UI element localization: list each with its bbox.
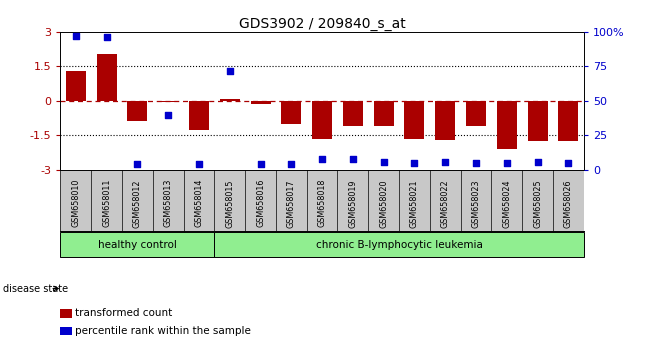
Text: GSM658025: GSM658025 [533, 179, 542, 228]
Text: chronic B-lymphocytic leukemia: chronic B-lymphocytic leukemia [315, 240, 482, 250]
Text: GSM658015: GSM658015 [225, 179, 234, 228]
Text: healthy control: healthy control [98, 240, 176, 250]
Point [255, 162, 266, 167]
Text: GSM658026: GSM658026 [564, 179, 573, 228]
Text: GSM658020: GSM658020 [379, 179, 388, 228]
Text: GSM658016: GSM658016 [256, 179, 265, 228]
Text: disease state: disease state [3, 284, 68, 293]
Bar [214, 232, 584, 257]
Title: GDS3902 / 209840_s_at: GDS3902 / 209840_s_at [239, 17, 405, 31]
Point [101, 35, 112, 40]
Bar [374, 101, 394, 126]
Bar [66, 71, 86, 101]
Bar [189, 101, 209, 130]
Text: transformed count: transformed count [75, 308, 172, 318]
Text: GSM658011: GSM658011 [102, 179, 111, 228]
Bar [435, 101, 455, 140]
Bar [219, 99, 240, 101]
Bar [158, 101, 178, 102]
Point [378, 159, 389, 165]
Point [470, 160, 481, 166]
Text: GSM658022: GSM658022 [441, 179, 450, 228]
Point [286, 162, 297, 167]
Text: GSM658024: GSM658024 [503, 179, 511, 228]
Point [70, 33, 81, 39]
Text: GSM658023: GSM658023 [472, 179, 480, 228]
Text: GSM658014: GSM658014 [195, 179, 203, 228]
Bar [343, 101, 363, 126]
Bar [497, 101, 517, 149]
Text: percentile rank within the sample: percentile rank within the sample [75, 326, 251, 336]
Bar [466, 101, 486, 126]
Point [132, 162, 143, 167]
Text: GSM658021: GSM658021 [410, 179, 419, 228]
Bar [527, 101, 548, 141]
Bar [405, 101, 425, 139]
Point [163, 112, 174, 118]
Text: GSM658017: GSM658017 [287, 179, 296, 228]
Bar [127, 101, 148, 120]
Bar [558, 101, 578, 141]
Point [501, 160, 512, 166]
Point [440, 159, 451, 165]
Text: GSM658010: GSM658010 [71, 179, 81, 228]
Point [224, 68, 235, 73]
Point [317, 156, 327, 162]
Bar [60, 232, 214, 257]
Text: GSM658019: GSM658019 [348, 179, 358, 228]
Point [193, 162, 204, 167]
Point [532, 159, 543, 165]
Text: GSM658018: GSM658018 [317, 179, 327, 228]
Bar [312, 101, 332, 139]
Bar [250, 101, 270, 104]
Point [348, 156, 358, 162]
Bar [97, 54, 117, 101]
Point [563, 160, 574, 166]
Point [409, 160, 420, 166]
Bar [281, 101, 301, 124]
Text: GSM658012: GSM658012 [133, 179, 142, 228]
Text: GSM658013: GSM658013 [164, 179, 172, 228]
